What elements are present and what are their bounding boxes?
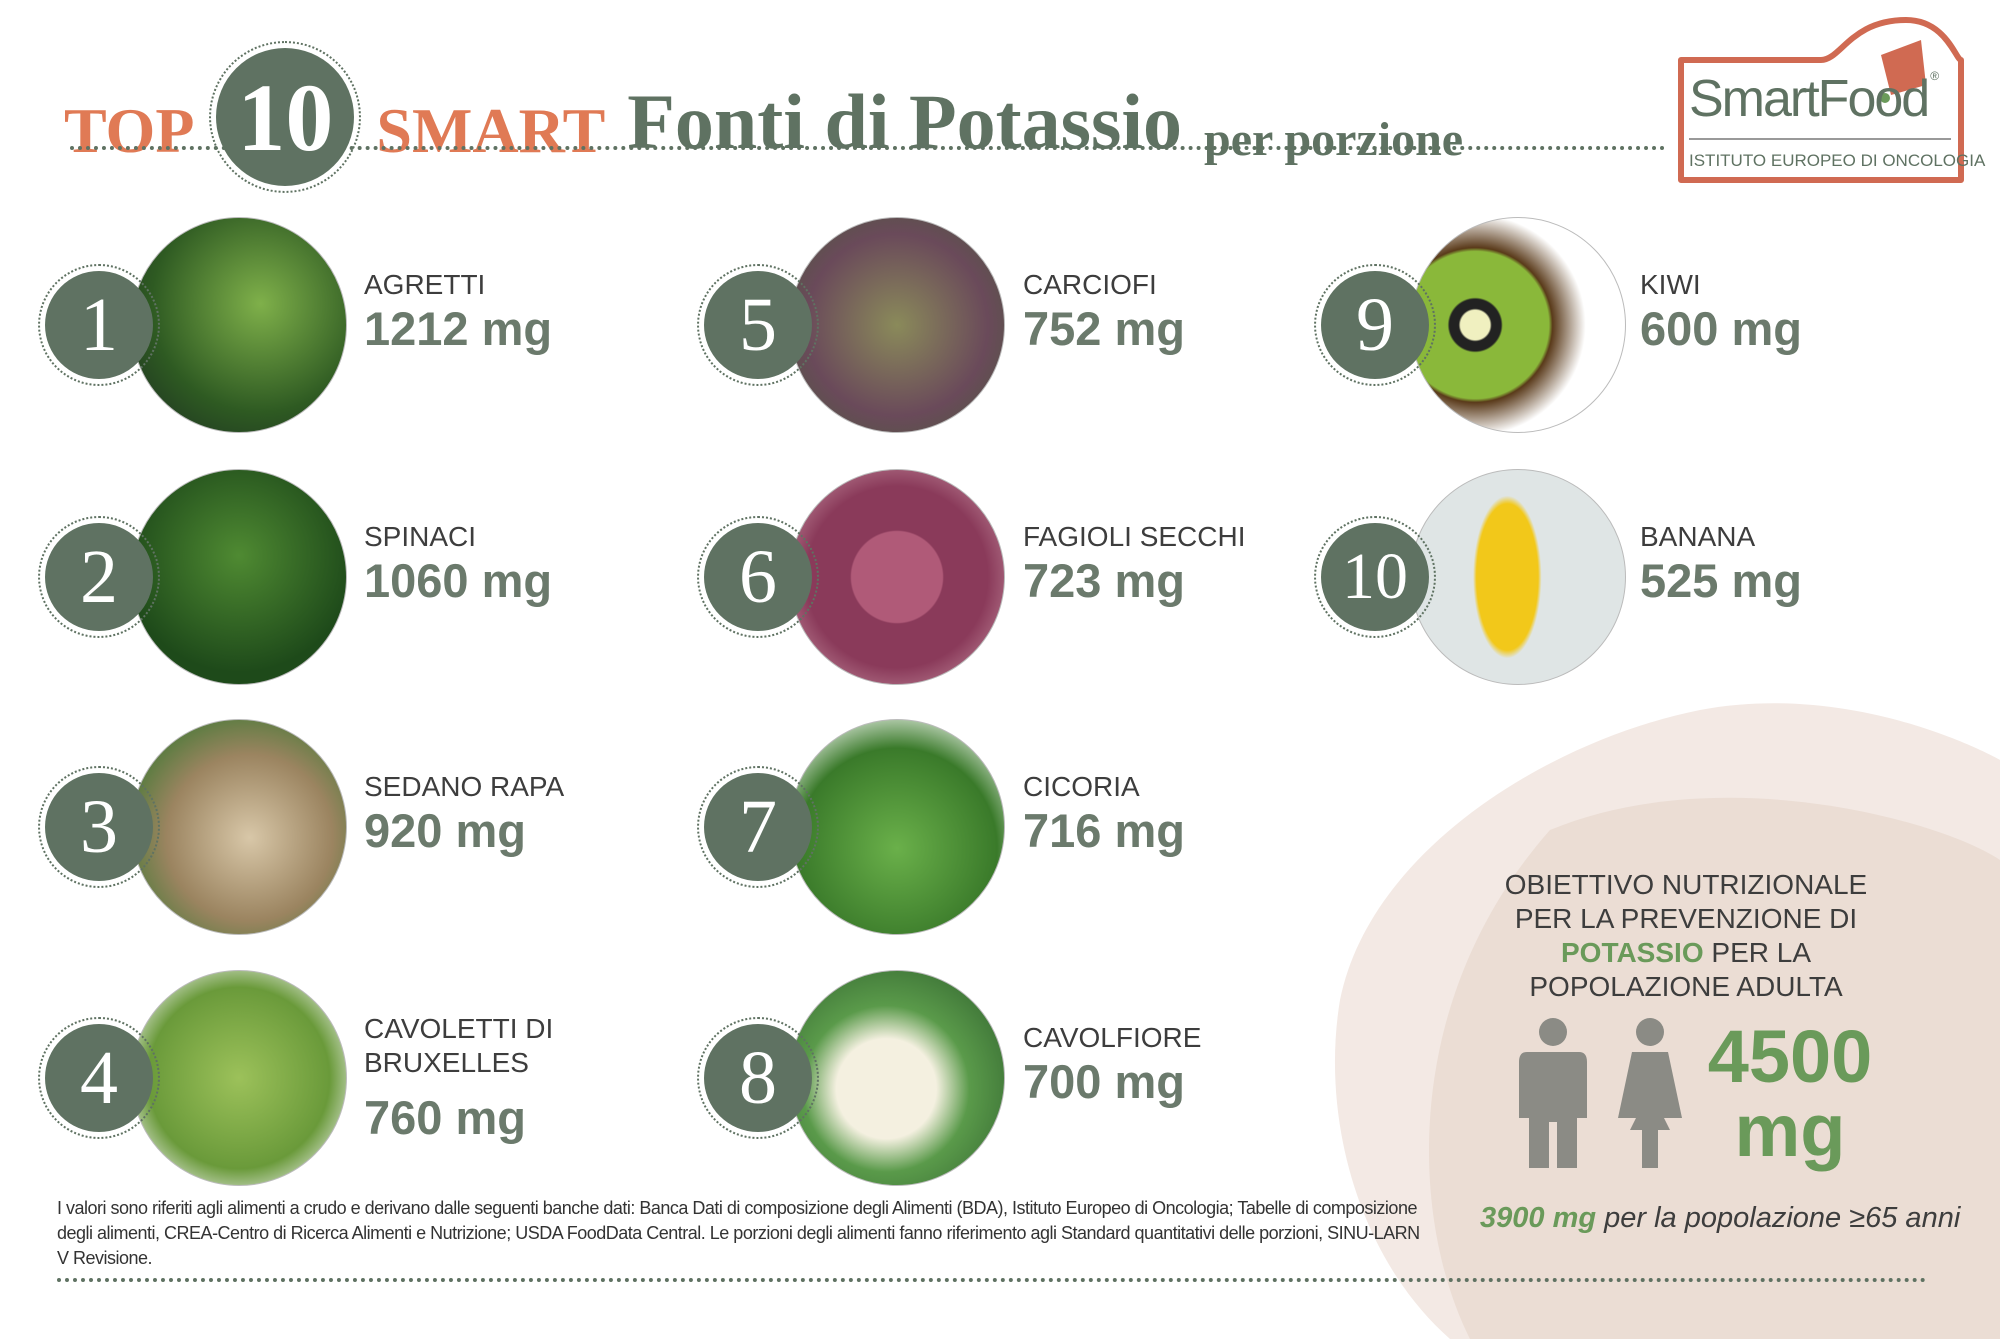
beans-photo xyxy=(789,469,1005,685)
logo-registered: ® xyxy=(1930,69,1940,83)
goal-amount: 4500 xyxy=(1707,1015,1873,1098)
rank-badge: 5 xyxy=(697,264,819,386)
goal-panel-background xyxy=(1334,703,2000,1339)
footer-divider xyxy=(57,1278,1927,1282)
header-top: TOP xyxy=(64,95,195,166)
elderly-text: per la popolazione ≥65 anni xyxy=(1596,1202,1961,1234)
woman-icon xyxy=(1618,1018,1682,1168)
logo-name: SmartFood xyxy=(1689,70,1930,128)
rank-badge: 7 xyxy=(697,766,819,888)
elderly-value: 3900 mg xyxy=(1480,1202,1597,1234)
header-divider xyxy=(70,146,1666,150)
header-smart: SMART xyxy=(376,95,606,166)
item-value: 1212 mg xyxy=(364,302,553,355)
chicory-photo xyxy=(789,719,1005,935)
rank-badge: 4 xyxy=(38,1017,160,1139)
rank-badge: 6 xyxy=(697,516,819,638)
rank-badge: 2 xyxy=(38,516,160,638)
item-value: 716 mg xyxy=(1023,804,1185,857)
item-name: CARCIOFI xyxy=(1023,269,1157,300)
celeriac-photo xyxy=(131,719,347,935)
smartfood-logo: SmartFood ® ISTITUTO EUROPEO DI ONCOLOGI… xyxy=(1671,15,1985,190)
page-subtitle: per porzione xyxy=(1204,112,1464,166)
item-value: 752 mg xyxy=(1023,302,1185,355)
banana-photo xyxy=(1410,469,1626,685)
rank-badge: 3 xyxy=(38,766,160,888)
item-value: 920 mg xyxy=(364,804,526,857)
item-value: 525 mg xyxy=(1640,554,1802,607)
elderly-goal: 3900 mg per la popolazione ≥65 anni xyxy=(1480,1202,1960,1235)
rank-badge: 9 xyxy=(1314,264,1436,386)
item-name: CICORIA xyxy=(1023,771,1140,802)
cauliflower-photo xyxy=(789,970,1005,1186)
rank-badge: 8 xyxy=(697,1017,819,1139)
header-number-badge: 10 xyxy=(209,41,362,193)
rank-badge: 10 xyxy=(1314,516,1436,638)
item-name: BANANA xyxy=(1640,521,1756,552)
kiwi-photo xyxy=(1410,217,1626,433)
item-name: CAVOLETTI DI BRUXELLES xyxy=(364,1013,554,1078)
artichoke-photo xyxy=(789,217,1005,433)
logo-wordmark: SmartFood ® xyxy=(1689,69,1939,129)
item-name: AGRETTI xyxy=(364,269,486,300)
item-name: SPINACI xyxy=(364,521,477,552)
item-name: KIWI xyxy=(1640,269,1701,300)
goal-line-2: PER LA PREVENZIONE DI xyxy=(1514,903,1858,934)
item-name: SEDANO RAPA xyxy=(364,771,565,802)
rank-badge: 1 xyxy=(38,264,160,386)
item-value: 760 mg xyxy=(364,1091,526,1144)
goal-line-4: POPOLAZIONE ADULTA xyxy=(1529,971,1843,1002)
brussels-sprouts-photo xyxy=(131,970,347,1186)
goal-amount-block: 4500 mg xyxy=(1700,1020,1880,1168)
agretti-photo xyxy=(131,217,347,433)
item-name: CAVOLFIORE xyxy=(1023,1022,1202,1053)
goal-unit: mg xyxy=(1734,1089,1846,1172)
item-value: 723 mg xyxy=(1023,554,1185,607)
item-value: 1060 mg xyxy=(364,554,553,607)
item-value: 600 mg xyxy=(1640,302,1802,355)
goal-line-3: PER LA xyxy=(1703,937,1811,968)
spinach-photo xyxy=(131,469,347,685)
goal-potassio: POTASSIO xyxy=(1560,937,1704,968)
page-title: Fonti di Potassio xyxy=(627,78,1183,165)
man-icon xyxy=(1519,1018,1587,1168)
header: TOP 10 SMART Fonti di Potassio per porzi… xyxy=(64,41,1464,193)
footnote: I valori sono riferiti agli alimenti a c… xyxy=(57,1198,1420,1268)
goal-panel: OBIETTIVO NUTRIZIONALE PER LA PREVENZION… xyxy=(1436,868,1936,1004)
logo-institute: ISTITUTO EUROPEO DI ONCOLOGIA xyxy=(1689,151,1986,170)
goal-line-1: OBIETTIVO NUTRIZIONALE xyxy=(1504,869,1868,900)
item-name: FAGIOLI SECCHI xyxy=(1023,521,1246,552)
item-value: 700 mg xyxy=(1023,1055,1185,1108)
